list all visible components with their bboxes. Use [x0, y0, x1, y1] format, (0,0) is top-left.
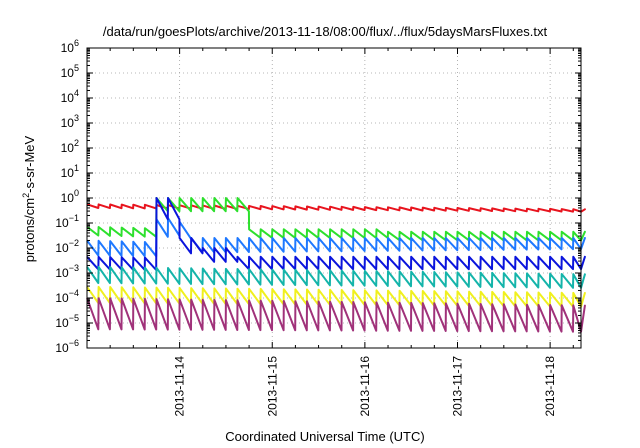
y-tick-label: 100	[61, 188, 79, 205]
y-tick-label: 101	[61, 163, 79, 180]
series-line-5	[86, 265, 586, 289]
y-tick-exponent: −4	[69, 288, 79, 298]
y-tick-label: 106	[61, 38, 79, 55]
y-tick-exponent: −1	[69, 213, 79, 223]
series-line-7	[86, 297, 586, 333]
x-tick-label: 2013-11-17	[451, 356, 465, 417]
axis-ticks	[87, 47, 581, 349]
y-tick-base: 10	[55, 241, 69, 255]
y-tick-label: 10−5	[55, 313, 79, 330]
y-tick-label: 10−4	[55, 288, 79, 305]
chart-title: /data/run/goesPlots/archive/2013-11-18/0…	[103, 24, 548, 39]
series-line-6	[86, 285, 586, 308]
y-tick-exponent: 4	[74, 88, 79, 98]
y-tick-base: 10	[55, 266, 69, 280]
y-tick-exponent: 0	[74, 188, 79, 198]
y-tick-label: 104	[61, 88, 79, 105]
y-tick-base: 10	[55, 216, 69, 230]
x-tick-label: 2013-11-14	[173, 356, 187, 417]
y-tick-label: 10−3	[55, 263, 79, 280]
y-tick-exponent: 6	[74, 38, 79, 48]
x-tick-label: 2013-11-18	[543, 356, 557, 417]
y-tick-exponent: −3	[69, 263, 79, 273]
y-tick-base: 10	[61, 66, 75, 80]
y-tick-exponent: 1	[74, 163, 79, 173]
y-tick-base: 10	[61, 191, 75, 205]
y-tick-label: 105	[61, 63, 79, 80]
x-tick-label: 2013-11-16	[358, 356, 372, 417]
y-tick-labels: 10−610−510−410−310−210−11001011021031041…	[55, 38, 79, 355]
y-tick-exponent: −6	[69, 338, 79, 348]
series-layer	[86, 197, 586, 333]
y-tick-exponent: 5	[74, 63, 79, 73]
y-tick-label: 10−2	[55, 238, 79, 255]
y-tick-label: 10−6	[55, 338, 79, 355]
plot-frame	[86, 47, 582, 349]
x-tick-label: 2013-11-15	[265, 356, 279, 417]
y-axis-label: protons/cm2-s-sr-MeV	[21, 135, 37, 262]
y-tick-base: 10	[61, 41, 75, 55]
y-tick-exponent: −5	[69, 313, 79, 323]
grid-lines	[87, 48, 581, 348]
y-tick-base: 10	[61, 166, 75, 180]
x-axis-label: Coordinated Universal Time (UTC)	[225, 429, 424, 444]
y-tick-exponent: 2	[74, 138, 79, 148]
y-tick-base: 10	[61, 91, 75, 105]
y-tick-exponent: 3	[74, 113, 79, 123]
y-tick-base: 10	[61, 116, 75, 130]
series-line-2	[86, 197, 586, 242]
y-tick-exponent: −2	[69, 238, 79, 248]
series-line-3	[86, 217, 586, 258]
y-tick-base: 10	[61, 141, 75, 155]
y-tick-label: 10−1	[55, 213, 79, 230]
x-tick-labels: 2013-11-14 2013-11-15 2013-11-16 2013-11-17…	[173, 356, 558, 417]
y-tick-base: 10	[55, 341, 69, 355]
y-tick-label: 102	[61, 138, 79, 155]
y-tick-base: 10	[55, 291, 69, 305]
series-line-4	[86, 197, 586, 271]
y-tick-label: 103	[61, 113, 79, 130]
y-tick-base: 10	[55, 316, 69, 330]
